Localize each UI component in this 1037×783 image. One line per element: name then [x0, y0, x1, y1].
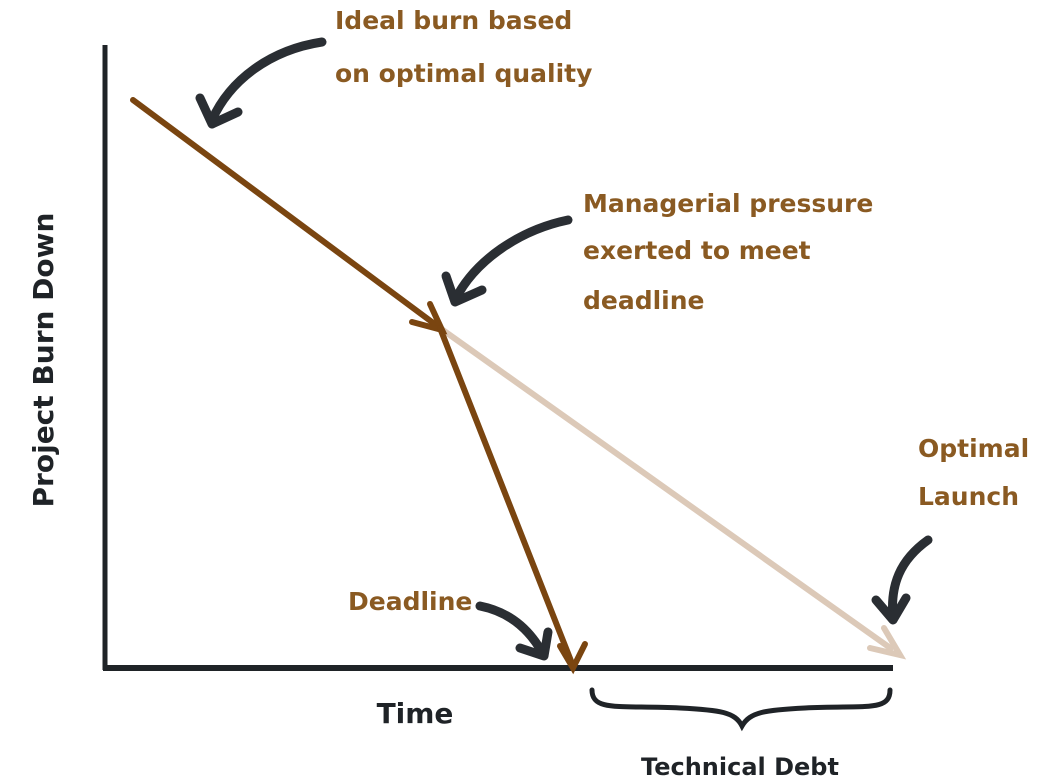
pointer-arrow: [450, 215, 573, 305]
annotation: Managerial pressure: [583, 189, 873, 218]
annotation: exerted to meet: [583, 236, 811, 265]
annotation: Optimal: [918, 434, 1029, 463]
brace-label: Technical Debt: [641, 753, 839, 781]
pointer-arrow: [207, 37, 327, 125]
annotation: Deadline: [348, 587, 472, 616]
x-axis-label: Time: [377, 697, 454, 730]
pressure-line: [437, 325, 576, 669]
pointer-arrowhead: [871, 593, 911, 625]
annotation: on optimal quality: [335, 59, 592, 88]
pointer-arrow: [887, 535, 933, 623]
optimal-arrowhead: [867, 625, 907, 660]
pointer-arrow: [475, 601, 548, 659]
optimal-line: [438, 325, 895, 653]
annotation: Ideal burn based: [335, 6, 572, 35]
annotation: Launch: [918, 482, 1019, 511]
pointer-arrowhead: [515, 627, 553, 661]
y-axis-label: Project Burn Down: [27, 213, 60, 508]
brace: [589, 687, 893, 732]
ideal-line: [130, 97, 443, 331]
annotation: deadline: [583, 286, 705, 315]
pointer-arrowhead: [441, 271, 487, 307]
pressure-arrowhead: [557, 641, 588, 675]
pointer-arrowhead: [195, 93, 243, 129]
